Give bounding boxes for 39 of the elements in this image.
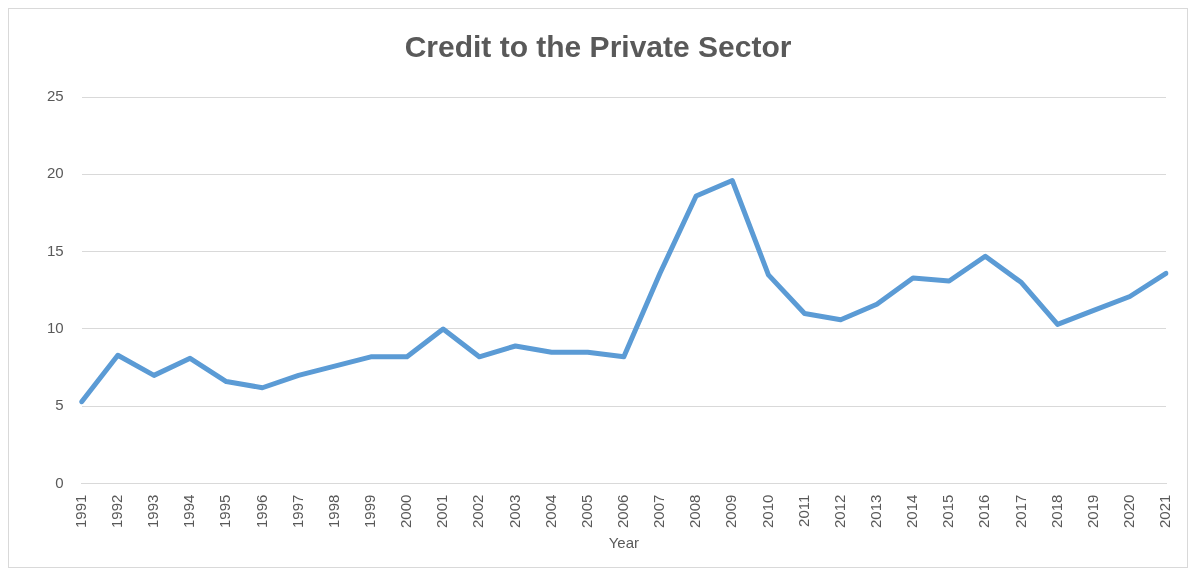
- y-tick-label: 25: [47, 87, 64, 105]
- x-tick-label: 2020: [1120, 494, 1137, 529]
- x-tick-label: 2006: [613, 494, 631, 529]
- x-tick-label: 2007: [650, 494, 668, 529]
- x-tick-label: 2013: [866, 494, 884, 529]
- x-tick-label: 2012: [830, 494, 848, 529]
- x-tick-label: 1997: [288, 494, 306, 529]
- x-tick-label: 2011: [794, 494, 812, 527]
- x-tick-label: 2000: [397, 494, 415, 529]
- x-tick-label: 2003: [505, 494, 523, 529]
- x-tick-label: 1998: [324, 494, 342, 529]
- y-tick-label: 20: [47, 164, 64, 182]
- x-tick-label: 1991: [71, 494, 89, 529]
- x-tick-label: 2004: [541, 494, 559, 529]
- x-tick-label: 2021: [1156, 494, 1174, 529]
- x-tick-label: 2001: [433, 494, 451, 529]
- x-tick-label: 1996: [252, 494, 270, 529]
- x-tick-label: 1999: [360, 494, 378, 529]
- y-tick-label: 0: [55, 473, 64, 491]
- y-tick-label: 10: [47, 319, 64, 337]
- x-axis-title: Year: [608, 534, 639, 552]
- x-tick-label: 2016: [975, 494, 993, 529]
- x-tick-label: 1992: [107, 494, 125, 529]
- x-tick-label: 2015: [939, 494, 957, 529]
- x-tick-label: 2005: [577, 494, 595, 529]
- x-tick-label: 2019: [1083, 494, 1101, 529]
- x-tick-label: 2008: [686, 494, 704, 529]
- x-tick-label: 2017: [1011, 494, 1029, 529]
- y-tick-label: 15: [47, 241, 64, 259]
- chart-title: Credit to the Private Sector: [404, 30, 792, 64]
- y-tick-label: 5: [55, 396, 64, 414]
- x-tick-label: 2010: [758, 494, 776, 529]
- x-tick-label: 1994: [180, 494, 198, 529]
- x-tick-label: 2018: [1047, 494, 1065, 529]
- x-tick-label: 2009: [722, 494, 740, 529]
- x-tick-label: 1995: [216, 494, 234, 529]
- x-tick-label: 2014: [903, 494, 921, 529]
- x-tick-label: 2002: [469, 494, 487, 529]
- x-tick-label: 1993: [144, 494, 162, 529]
